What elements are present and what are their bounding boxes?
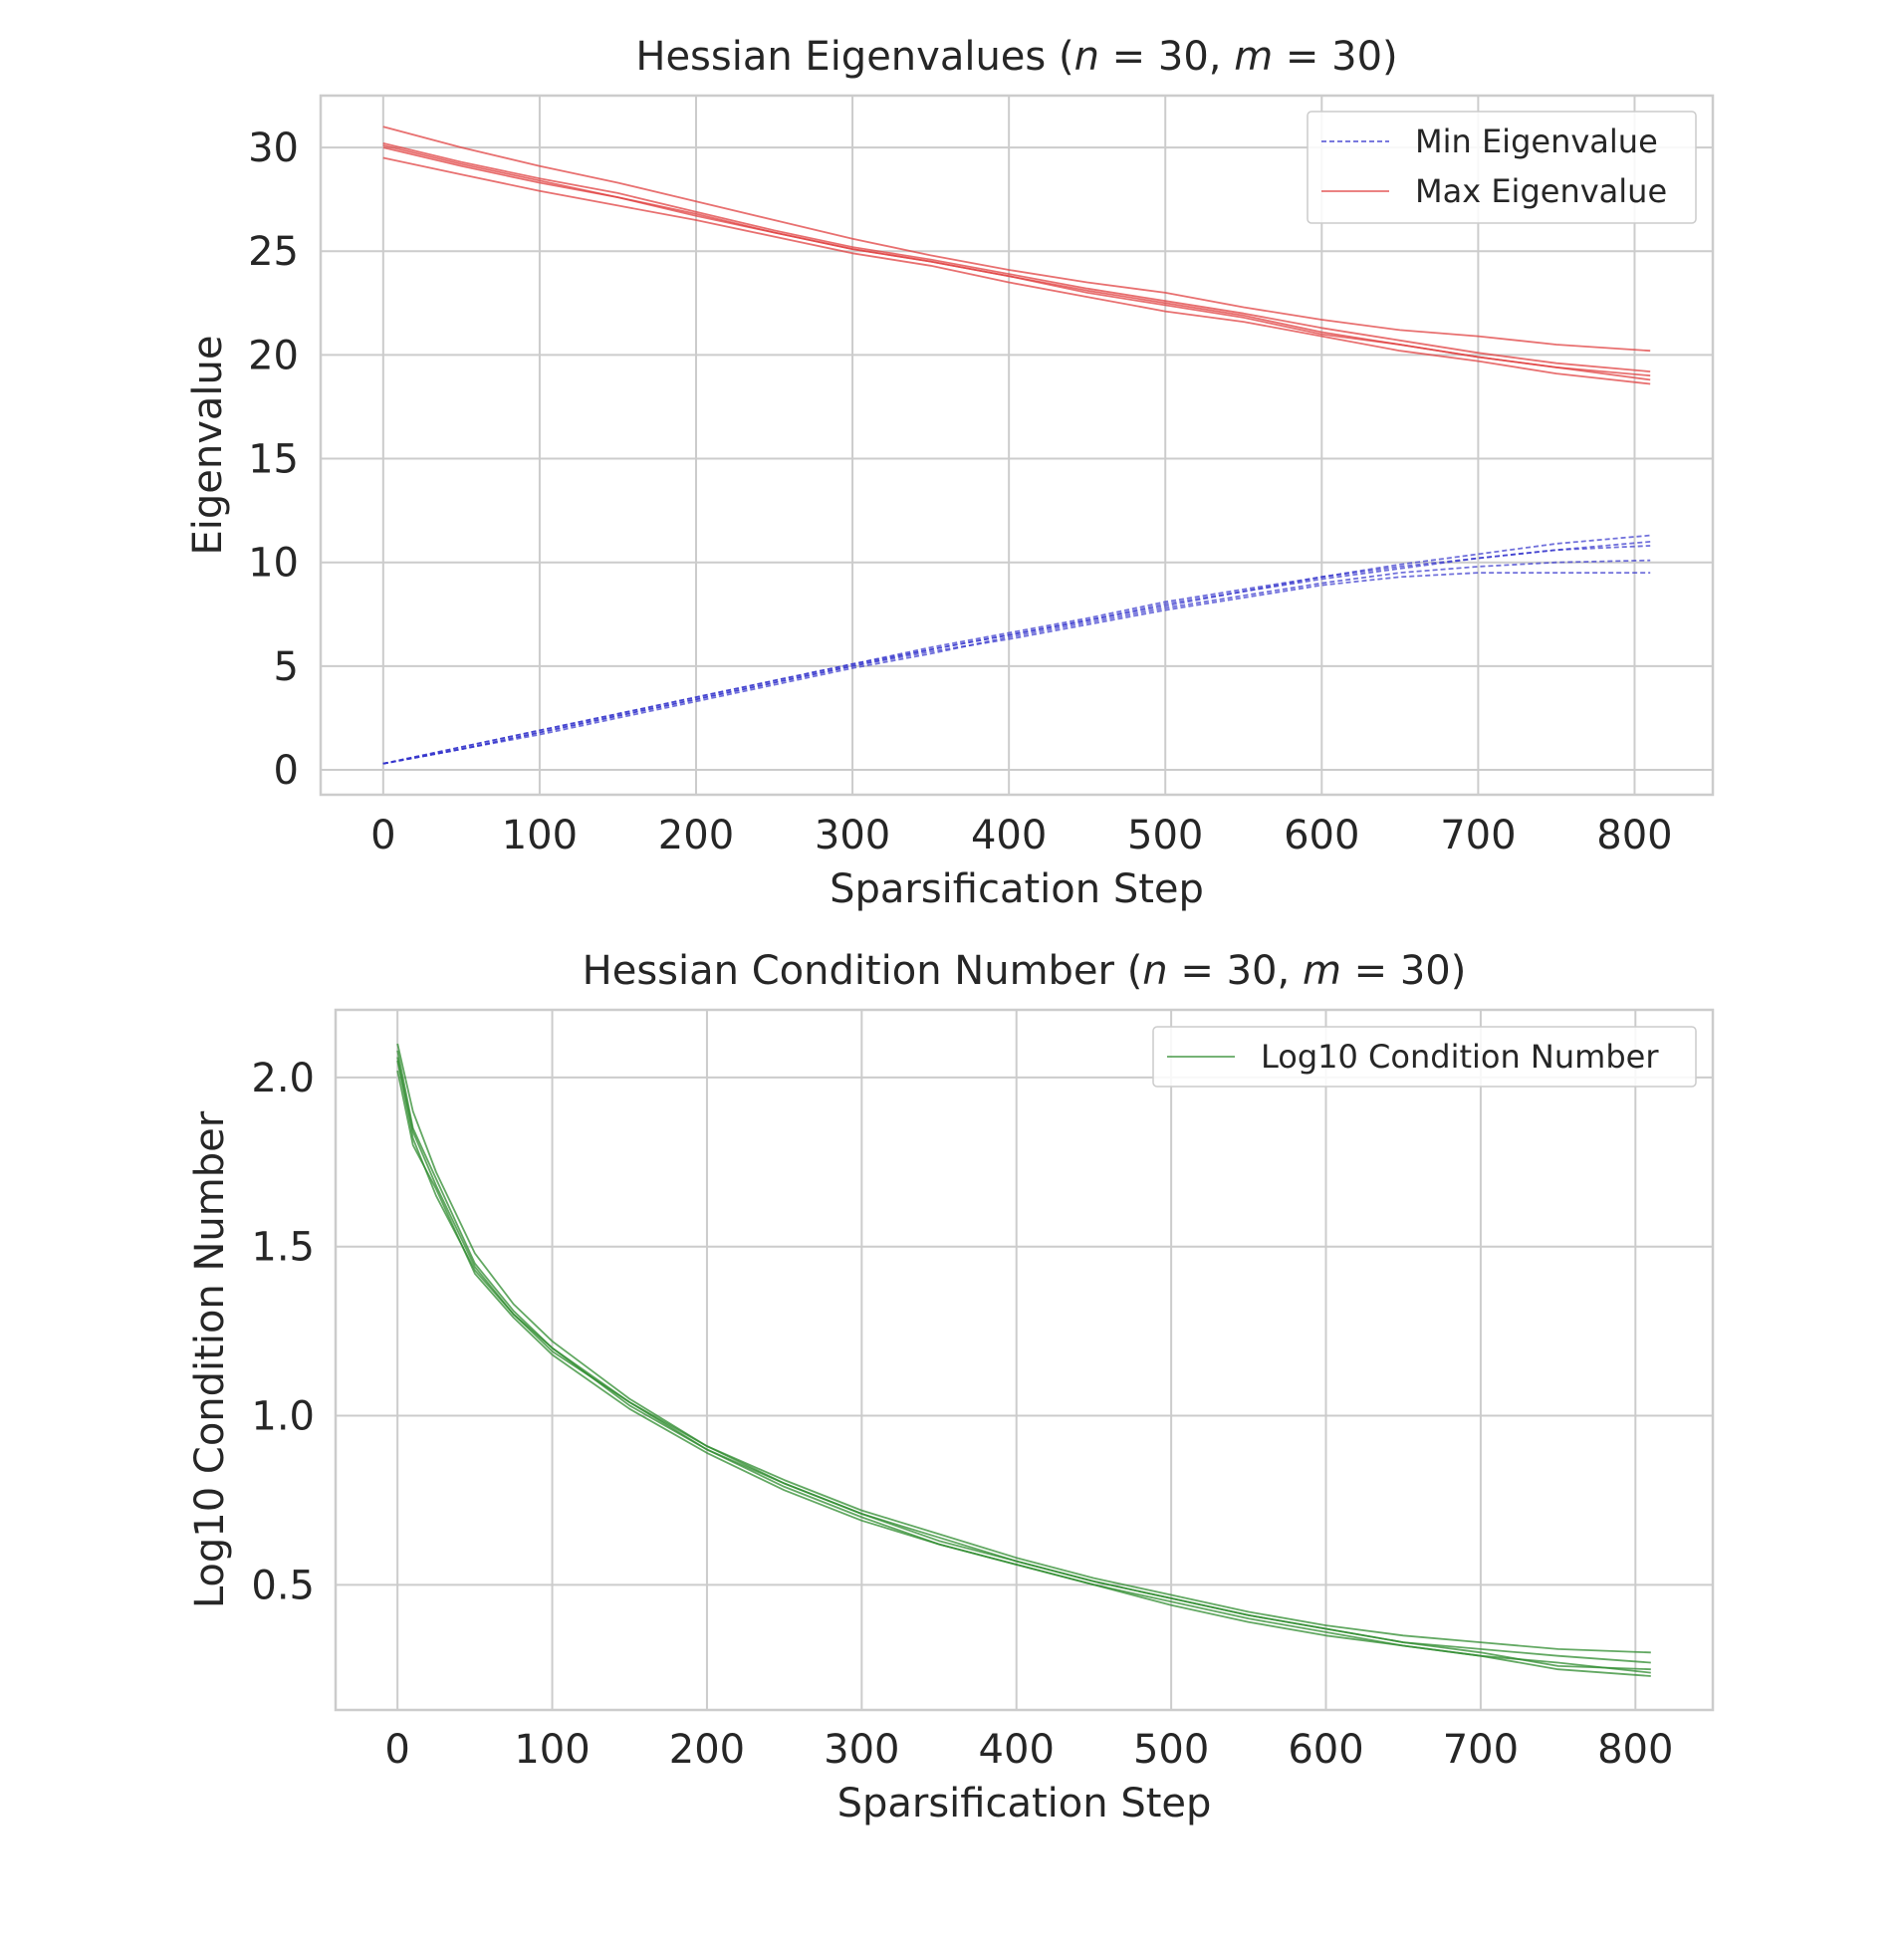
y-tick-label: 10 — [248, 541, 299, 587]
y-tick-label: 0.5 — [251, 1563, 315, 1608]
series-line — [382, 541, 1651, 765]
series-line — [396, 1060, 1651, 1664]
x-tick-label: 500 — [1127, 813, 1203, 858]
chart-title: Hessian Eigenvalues (n = 30, m = 30) — [635, 34, 1397, 80]
legend-label: Log10 Condition Number — [1261, 1038, 1659, 1076]
series-line — [382, 559, 1651, 765]
x-tick-label: 100 — [514, 1727, 590, 1773]
series-line — [382, 142, 1651, 372]
y-tick-label: 1.0 — [251, 1394, 315, 1440]
legend-label: Min Eigenvalue — [1415, 122, 1658, 160]
legend-box — [1307, 111, 1697, 224]
y-tick-label: 30 — [248, 125, 299, 171]
plot-frame — [319, 94, 1715, 797]
x-tick-label: 700 — [1443, 1727, 1519, 1773]
y-tick-label: 2.0 — [251, 1056, 315, 1101]
x-tick-label: 300 — [824, 1727, 899, 1773]
x-tick-label: 200 — [658, 813, 734, 858]
legend-label: Max Eigenvalue — [1415, 172, 1667, 210]
x-tick-label: 500 — [1133, 1727, 1209, 1773]
x-tick-label: 800 — [1597, 1727, 1673, 1773]
y-tick-label: 15 — [248, 437, 299, 483]
x-tick-label: 400 — [979, 1727, 1055, 1773]
condition-number-chart: 0 100 200 300 400 500 600 700 800 0.5 1.0 1.5 2.0 Hes… — [187, 948, 1715, 1826]
y-tick-label: 25 — [248, 229, 299, 275]
x-axis-label: Sparsification Step — [830, 866, 1204, 912]
x-tick-label: 400 — [971, 813, 1047, 858]
y-axis-label: Eigenvalue — [185, 336, 231, 556]
x-tick-label: 800 — [1596, 813, 1672, 858]
x-tick-label: 600 — [1284, 813, 1359, 858]
x-tick-label: 100 — [502, 813, 578, 858]
x-tick-label: 300 — [815, 813, 890, 858]
series-line — [396, 1050, 1651, 1674]
series-line — [396, 1057, 1651, 1671]
series-line — [382, 572, 1651, 765]
legend: Min Eigenvalue Max Eigenvalue — [1307, 111, 1697, 224]
x-tick-label: 700 — [1440, 813, 1516, 858]
x-tick-label: 600 — [1288, 1727, 1363, 1773]
legend: Log10 Condition Number — [1152, 1026, 1697, 1088]
series-line — [382, 534, 1651, 765]
series-line — [396, 1070, 1651, 1677]
series-line — [382, 144, 1651, 381]
x-axis-label: Sparsification Step — [837, 1781, 1212, 1826]
eigenvalue-chart: 0 100 200 300 400 500 600 700 800 0 5 10 15 20 25 30 Hes… — [185, 34, 1715, 912]
series-line — [396, 1043, 1651, 1654]
y-tick-label: 20 — [248, 333, 299, 378]
chart-title: Hessian Condition Number (n = 30, m = 30… — [583, 948, 1467, 994]
y-axis-label: Log10 Condition Number — [187, 1110, 233, 1608]
x-tick-label: 0 — [370, 813, 395, 858]
series-line — [382, 125, 1651, 353]
plot-frame — [334, 1008, 1715, 1712]
x-tick-label: 0 — [384, 1727, 409, 1773]
legend-box — [1152, 1026, 1697, 1088]
x-tick-label: 200 — [669, 1727, 745, 1773]
series-line — [382, 545, 1651, 765]
series-line — [382, 156, 1651, 385]
y-tick-label: 0 — [274, 748, 299, 794]
y-tick-label: 1.5 — [251, 1225, 315, 1271]
y-tick-label: 5 — [274, 644, 299, 690]
